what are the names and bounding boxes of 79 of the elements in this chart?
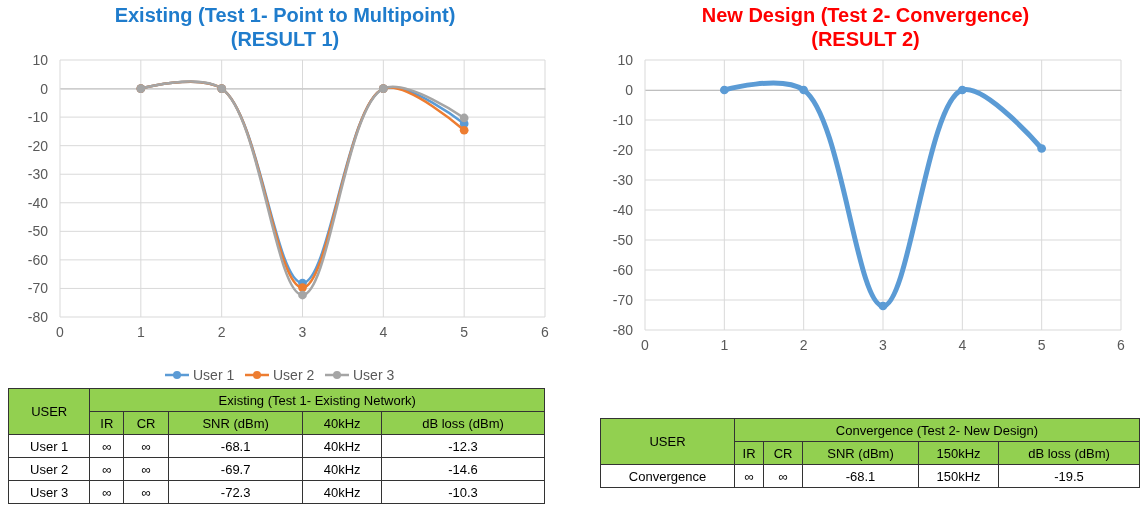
x-tick-label: 0 bbox=[56, 324, 65, 340]
y-tick-label: -70 bbox=[612, 291, 634, 308]
y-tick-label: 0 bbox=[625, 81, 634, 98]
category-label: CR bbox=[123, 411, 169, 435]
text: 40kHz bbox=[323, 484, 361, 500]
y-tick-label: -40 bbox=[612, 201, 634, 218]
x-tick-label: 6 bbox=[541, 324, 550, 340]
y-tick-label: -60 bbox=[27, 251, 49, 268]
text: Existing (Test 1- Existing Network) bbox=[89, 388, 545, 412]
x-tick-label: 4 bbox=[958, 337, 967, 353]
category-label: User 2 bbox=[30, 461, 69, 477]
x-tick-label: 2 bbox=[217, 324, 226, 340]
text: ∞ bbox=[141, 438, 151, 454]
category-label: CR bbox=[763, 441, 803, 465]
category-label: IR bbox=[734, 441, 764, 465]
y-tick-label: -30 bbox=[27, 166, 49, 183]
text: -10.3 bbox=[448, 484, 478, 500]
text: -14.6 bbox=[448, 461, 478, 477]
x-tick-label: 0 bbox=[641, 337, 650, 353]
text: 150kHz bbox=[936, 468, 981, 484]
text: ∞ bbox=[102, 461, 112, 477]
category-label: dB loss (dBm) bbox=[381, 411, 545, 435]
text: ∞ bbox=[141, 484, 151, 500]
text: -69.7 bbox=[220, 461, 251, 477]
chart-subtitle: (RESULT 2) bbox=[811, 28, 920, 50]
x-tick-label: 5 bbox=[460, 324, 469, 340]
y-tick-label: 10 bbox=[32, 51, 49, 68]
y-tick-label: -50 bbox=[612, 231, 634, 248]
x-tick-label: 2 bbox=[799, 337, 808, 353]
x-tick-label: 3 bbox=[879, 337, 888, 353]
chart-title: New Design (Test 2- Convergence) bbox=[701, 4, 1030, 26]
category-label: User 1 bbox=[30, 438, 69, 454]
x-tick-label: 3 bbox=[298, 324, 307, 340]
text: ∞ bbox=[141, 461, 151, 477]
y-tick-label: -10 bbox=[612, 111, 634, 128]
y-tick-label: -50 bbox=[27, 223, 49, 240]
chart-title: Existing (Test 1- Point to Multipoint) bbox=[114, 4, 456, 26]
x-tick-label: 6 bbox=[1117, 337, 1126, 353]
legend-label: User 2 bbox=[273, 367, 315, 383]
y-tick-label: -20 bbox=[27, 137, 49, 154]
text: ∞ bbox=[744, 468, 754, 484]
y-tick-label: -20 bbox=[612, 141, 634, 158]
category-label: SNR (dBm) bbox=[168, 411, 303, 435]
text: 40kHz bbox=[323, 438, 361, 454]
x-tick-label: 5 bbox=[1037, 337, 1046, 353]
category-label: IR bbox=[89, 411, 124, 435]
text: USER bbox=[8, 388, 90, 435]
text: -12.3 bbox=[448, 438, 478, 454]
x-tick-label: 1 bbox=[136, 324, 145, 340]
y-tick-label: -40 bbox=[27, 194, 49, 211]
category-label: User 3 bbox=[30, 484, 69, 500]
x-tick-label: 4 bbox=[379, 324, 388, 340]
y-tick-label: -70 bbox=[27, 280, 49, 297]
y-tick-label: -10 bbox=[27, 109, 49, 126]
chart-subtitle: (RESULT 1) bbox=[230, 28, 340, 50]
category-label: 150kHz bbox=[918, 441, 999, 465]
legend-label: User 3 bbox=[353, 367, 395, 383]
y-tick-label: -60 bbox=[612, 261, 634, 278]
text: Convergence (Test 2- New Design) bbox=[734, 418, 1140, 442]
y-tick-label: 0 bbox=[40, 80, 49, 97]
text: ∞ bbox=[102, 484, 112, 500]
y-tick-label: 10 bbox=[617, 51, 634, 68]
text: -68.1 bbox=[220, 438, 251, 454]
text: 40kHz bbox=[323, 461, 361, 477]
text: -19.5 bbox=[1054, 468, 1084, 484]
x-tick-label: 1 bbox=[720, 337, 729, 353]
text: ∞ bbox=[778, 468, 788, 484]
text: -68.1 bbox=[845, 468, 876, 484]
category-label: SNR (dBm) bbox=[802, 441, 919, 465]
y-tick-label: -80 bbox=[612, 321, 634, 338]
category-label: Convergence bbox=[628, 468, 707, 484]
legend-label: User 1 bbox=[193, 367, 235, 383]
y-tick-label: -80 bbox=[27, 308, 49, 325]
text: ∞ bbox=[102, 438, 112, 454]
text: USER bbox=[600, 418, 735, 465]
y-tick-label: -30 bbox=[612, 171, 634, 188]
text: -72.3 bbox=[220, 484, 251, 500]
category-label: 40kHz bbox=[302, 411, 382, 435]
category-label: dB loss (dBm) bbox=[998, 441, 1140, 465]
